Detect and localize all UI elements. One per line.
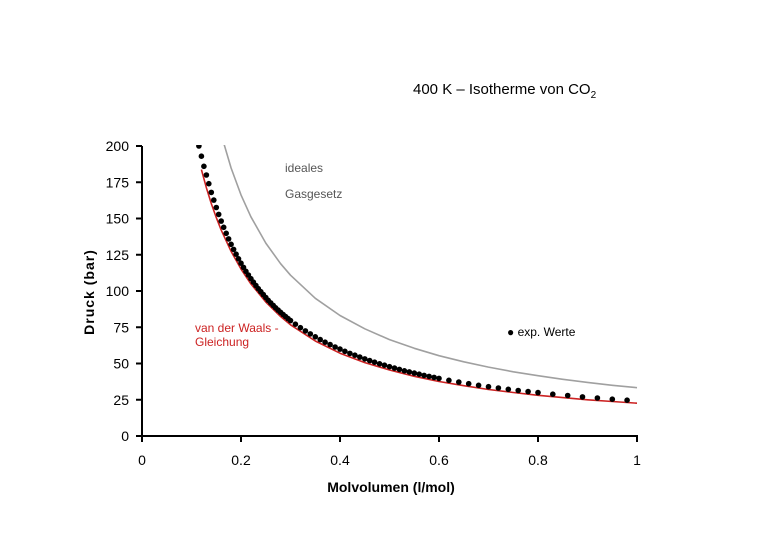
data-point [436, 375, 442, 382]
label-vdw-line-1: van der Waals - [195, 321, 279, 335]
data-point [206, 180, 212, 187]
data-point [426, 373, 432, 380]
data-point [235, 255, 242, 262]
data-point [215, 211, 222, 218]
data-point [386, 363, 393, 370]
data-point [213, 204, 220, 211]
data-point [505, 386, 512, 393]
data-point [327, 341, 333, 348]
series-layer [196, 145, 638, 404]
y-tick-label: 25 [113, 392, 129, 408]
data-point [406, 369, 413, 375]
data-point [416, 371, 423, 378]
x-tick-label: 0.4 [330, 452, 350, 468]
data-point [198, 153, 205, 159]
data-point [564, 392, 571, 399]
data-point [307, 331, 314, 337]
data-point [381, 362, 388, 369]
data-point [475, 382, 482, 389]
y-tick-label: 150 [106, 211, 130, 227]
data-point [396, 366, 403, 373]
x-tick-label: 0 [138, 452, 146, 468]
data-point [411, 370, 418, 376]
data-point [203, 172, 210, 178]
series-line-1 [200, 169, 638, 404]
data-point [233, 251, 239, 257]
data-point [297, 324, 304, 331]
data-point [485, 383, 492, 390]
data-point [347, 350, 353, 357]
data-point [609, 396, 616, 403]
label-vdw-line-2: Gleichung [195, 335, 249, 349]
label-van-der-waals: van der Waals - Gleichung [195, 321, 282, 349]
y-tick-label: 0 [121, 428, 129, 444]
y-tick-label: 50 [113, 356, 129, 372]
label-exp-values: ● exp. Werte [507, 325, 576, 339]
data-point [332, 344, 338, 350]
chart-title-subscript: 2 [591, 90, 597, 101]
y-tick-label: 100 [106, 283, 130, 299]
x-tick-label: 1 [633, 452, 641, 468]
data-point [302, 328, 309, 334]
x-axis-label: Molvolumen (l/mol) [327, 479, 455, 495]
data-point [421, 372, 427, 379]
data-point [317, 336, 324, 343]
data-point [525, 388, 531, 395]
data-point [362, 356, 368, 362]
data-point [211, 197, 217, 203]
data-point [312, 334, 319, 340]
data-point [550, 391, 556, 398]
data-point [456, 379, 462, 385]
data-point [342, 348, 348, 355]
data-point [201, 163, 207, 170]
data-point [391, 365, 398, 371]
data-point [579, 394, 586, 400]
data-point [431, 374, 437, 381]
data-point [292, 321, 299, 328]
data-point [446, 377, 452, 384]
data-point [228, 241, 234, 248]
y-ticks: 0 25 50 75 100 125 150 175 200 [106, 138, 142, 444]
data-point [322, 339, 328, 346]
data-point [357, 354, 363, 360]
y-tick-label: 125 [106, 247, 130, 263]
data-point [337, 346, 343, 352]
data-point [238, 260, 244, 267]
data-point [371, 359, 378, 366]
chart-title: 400 K – Isotherme von CO2 [413, 81, 597, 101]
data-point [287, 317, 294, 324]
data-point [352, 352, 358, 359]
axes [141, 146, 638, 437]
label-ideal-gas-line-1: ideales [285, 161, 323, 175]
x-tick-label: 0.6 [429, 452, 449, 468]
data-point [495, 385, 502, 391]
data-point [535, 389, 541, 396]
y-tick-label: 175 [106, 174, 130, 190]
data-point [624, 397, 630, 404]
y-axis-label: Druck (bar) [81, 249, 97, 335]
data-point [223, 230, 229, 237]
label-ideal-gas-line-2: Gasgesetz [285, 187, 342, 201]
x-tick-label: 0.2 [231, 452, 251, 468]
y-tick-label: 200 [106, 138, 130, 154]
data-point [220, 224, 227, 231]
data-point [401, 368, 408, 374]
x-ticks: 0 0.2 0.4 0.6 0.8 1 [138, 436, 641, 468]
label-ideal-gas: ideales Gasgesetz [285, 161, 342, 201]
data-point [225, 236, 232, 242]
data-point [465, 380, 472, 387]
x-tick-label: 0.8 [528, 452, 548, 468]
data-point [594, 395, 601, 401]
series-line-0 [223, 145, 638, 389]
chart-title-main: 400 K – Isotherme von CO [413, 81, 591, 98]
data-point [218, 218, 224, 224]
data-point [196, 145, 202, 149]
data-point [366, 357, 373, 364]
data-point [515, 387, 521, 394]
data-point [208, 189, 215, 196]
data-point [230, 246, 237, 253]
y-tick-label: 75 [113, 319, 129, 335]
data-point [376, 361, 383, 367]
